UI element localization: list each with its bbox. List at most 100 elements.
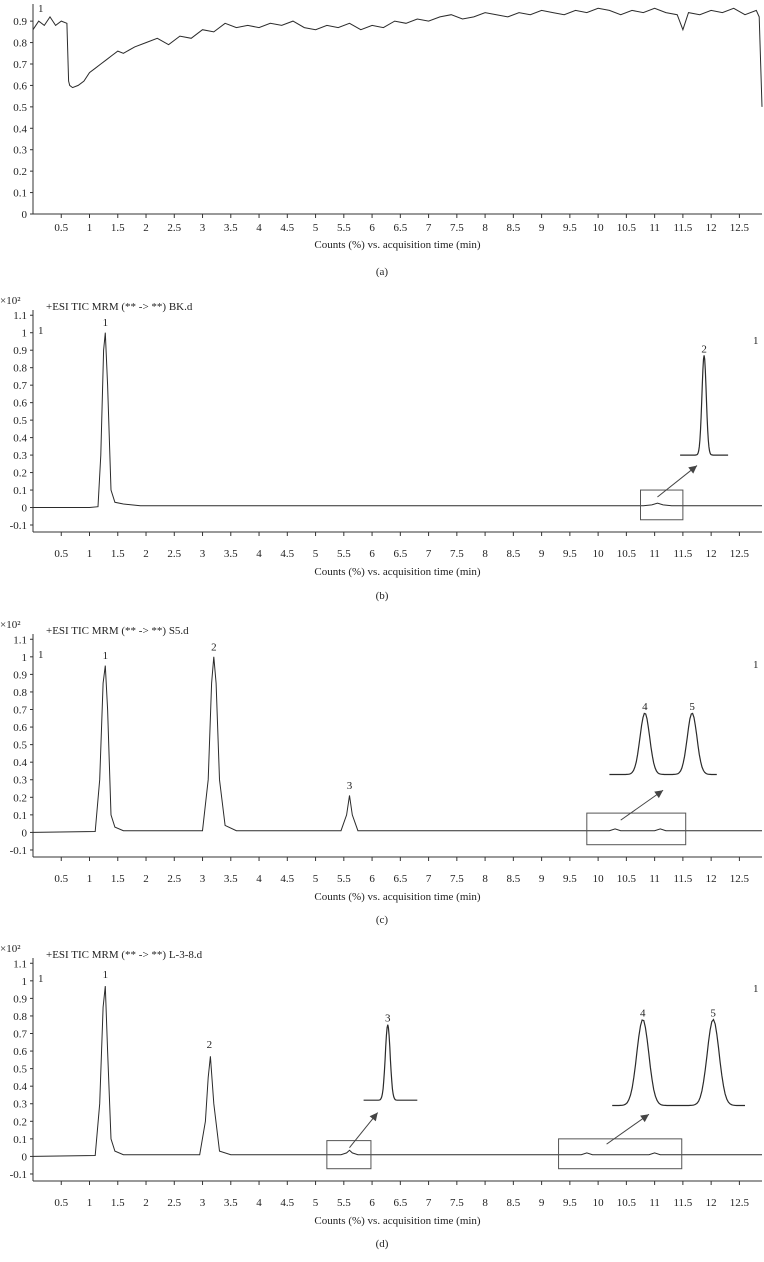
x-tick-label: 3 (200, 1197, 206, 1209)
x-tick-label: 1 (87, 873, 93, 885)
inset-peak-line (680, 355, 729, 456)
x-tick-label: 10.5 (617, 222, 637, 234)
x-tick-label: 0.5 (54, 222, 68, 234)
y-tick-label: 0.9 (13, 345, 27, 357)
y-tick-label: 0 (22, 1151, 28, 1163)
inset-peak-label: 5 (689, 701, 695, 713)
x-tick-label: 1.5 (111, 222, 125, 234)
x-tick-label: 12.5 (730, 222, 750, 234)
x-tick-label: 5 (313, 548, 319, 560)
x-tick-label: 0.5 (54, 548, 68, 560)
x-tick-label: 6.5 (393, 222, 407, 234)
y-tick-label: 0.3 (13, 145, 27, 157)
x-tick-label: 11 (649, 1197, 660, 1209)
peak-label: 1 (103, 650, 109, 662)
x-tick-label: 2 (143, 1197, 149, 1209)
x-tick-label: 5.5 (337, 1197, 351, 1209)
peak-label: 2 (207, 1039, 213, 1051)
x-tick-label: 12 (706, 1197, 717, 1209)
inset-peak-line (609, 712, 717, 776)
chart-header-label: +ESI TIC MRM (** -> **) BK.d (46, 301, 193, 313)
x-tick-label: 12 (706, 873, 717, 885)
inset-peak-label: 4 (642, 701, 648, 713)
chart-c: -0.1 0 0.1 0.2 0.3 0.4 0.5 0.6 0.7 0.8 0.9 1 1.1 0.5 1… (0, 619, 762, 903)
caption-d: (d) (375, 1238, 389, 1250)
x-tick-label: 6 (369, 1197, 375, 1209)
y-tick-label: 1.1 (13, 310, 27, 322)
x-tick-label: 11.5 (673, 222, 692, 234)
caption-b: (b) (375, 590, 389, 602)
x-tick-label: 9.5 (563, 873, 577, 885)
x-tick-label: 11.5 (673, 548, 692, 560)
x-axis-label: Counts (%) vs. acquisition time (min) (314, 239, 481, 251)
y-tick-label: 0 (22, 209, 28, 221)
zoom-box (558, 1138, 683, 1170)
x-tick-label: 1.5 (111, 873, 125, 885)
x-tick-label: 7 (426, 548, 432, 560)
x-tick-label: 3 (200, 222, 206, 234)
x-tick-label: 6.5 (393, 1197, 407, 1209)
y-tick-label: -0.1 (10, 1169, 27, 1181)
x-tick-label: 1 (87, 222, 93, 234)
x-tick-label: 8 (482, 1197, 488, 1209)
x-tick-label: 5 (313, 222, 319, 234)
y-tick-label: 0.8 (13, 1011, 27, 1023)
x-tick-label: 10.5 (617, 1197, 637, 1209)
peak-label: 1 (103, 317, 109, 329)
x-tick-label: 3 (200, 548, 206, 560)
peak-label: 2 (211, 641, 217, 653)
y-tick-label: 0.9 (13, 669, 27, 681)
x-tick-label: 3.5 (224, 873, 238, 885)
x-tick-label: 2 (143, 222, 149, 234)
corner-label-left: 1 (38, 325, 44, 337)
caption-c: (c) (375, 914, 389, 926)
chart-header-label: +ESI TIC MRM (** -> **) L-3-8.d (46, 949, 203, 961)
series-line-a-0 (32, 7, 763, 107)
x-tick-label: 9 (539, 222, 545, 234)
corner-label-left: 1 (38, 3, 44, 15)
y-tick-label: 0.1 (13, 485, 27, 497)
y-tick-label: 0 (22, 827, 28, 839)
x-tick-label: 8.5 (506, 222, 520, 234)
y-tick-label: 0.4 (13, 123, 27, 135)
y-tick-label: 0.6 (13, 1046, 27, 1058)
y-tick-label: 1.1 (13, 634, 27, 646)
y-tick-label: 0.5 (13, 102, 27, 114)
zoom-box (640, 489, 684, 521)
x-tick-label: 11 (649, 873, 660, 885)
inset-arrow-line (606, 1113, 650, 1145)
x-tick-label: 10 (593, 873, 605, 885)
y-tick-label: 0.7 (13, 705, 27, 717)
x-tick-label: 7 (426, 873, 432, 885)
inset-arrow-head (369, 1112, 378, 1122)
chart-panel-b: -0.1 0 0.1 0.2 0.3 0.4 0.5 0.6 0.7 0.8 0.9 1 1.1 0.5 1… (0, 292, 764, 610)
x-axis-label: Counts (%) vs. acquisition time (min) (314, 891, 481, 903)
y-tick-label: 0.4 (13, 433, 27, 445)
chart-a: 00.10.20.30.40.50.60.70.80.90.5 1 1.5 2 2.5 3… (13, 3, 763, 251)
y-tick-label: 0.8 (13, 38, 27, 50)
x-tick-label: 2.5 (167, 222, 181, 234)
x-tick-label: 4.5 (280, 1197, 294, 1209)
inset-peak-label: 3 (385, 1013, 391, 1025)
y-tick-label: 0.5 (13, 415, 27, 427)
y-tick-label: 1 (22, 328, 28, 340)
x-tick-label: 5 (313, 1197, 319, 1209)
x-tick-label: 1 (87, 1197, 93, 1209)
inset-peak-label: 4 (640, 1007, 646, 1019)
x-tick-label: 3.5 (224, 222, 238, 234)
inset-arrow-line (657, 465, 698, 498)
y-tick-label: 0.5 (13, 1064, 27, 1076)
y-tick-label: 0.1 (13, 188, 27, 200)
inset-peak-label: 5 (710, 1007, 716, 1019)
x-tick-label: 4 (256, 1197, 262, 1209)
zoom-box (586, 812, 687, 846)
y-tick-label: 0.8 (13, 687, 27, 699)
y-tick-label: 0.4 (13, 1081, 27, 1093)
x-tick-label: 2.5 (167, 1197, 181, 1209)
y-tick-label: 0.7 (13, 380, 27, 392)
x-tick-label: 7.5 (450, 222, 464, 234)
x-tick-label: 9.5 (563, 1197, 577, 1209)
x-tick-label: 7.5 (450, 548, 464, 560)
x-tick-label: 9 (539, 1197, 545, 1209)
x-tick-label: 10 (593, 1197, 605, 1209)
